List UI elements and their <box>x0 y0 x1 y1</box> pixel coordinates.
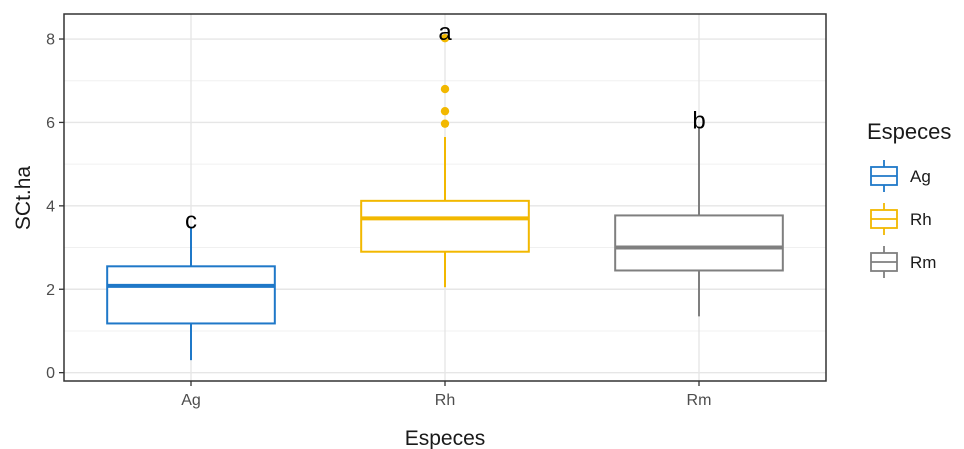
legend: Especes Ag Rh Rm <box>867 119 951 278</box>
significance-letter: c <box>185 208 197 235</box>
outlier-point <box>440 84 450 94</box>
outlier-point <box>440 33 450 43</box>
x-tick-label: Rm <box>687 392 712 409</box>
legend-label: Rm <box>910 253 936 272</box>
y-tick-label: 0 <box>46 365 55 382</box>
y-tick-label: 4 <box>46 198 55 215</box>
y-tick-label: 8 <box>46 32 55 49</box>
legend-key-rm: Rm <box>870 246 936 278</box>
x-tick-label: Rh <box>435 392 455 409</box>
box-rh: a <box>360 19 530 288</box>
axes: 0 2 4 6 8 Ag Rh Rm <box>46 32 711 409</box>
box-body <box>106 265 276 325</box>
box-series: c a b <box>106 19 784 361</box>
box-rm: b <box>614 108 784 317</box>
significance-letter: b <box>692 108 705 135</box>
significance-letter: a <box>438 19 452 46</box>
legend-label: Rh <box>910 210 932 229</box>
box-body <box>360 199 530 253</box>
y-axis-title: SCt.ha <box>12 166 35 231</box>
outlier-point <box>440 119 450 128</box>
x-tick-label: Ag <box>181 392 201 409</box>
legend-title: Especes <box>867 119 951 144</box>
box-ag: c <box>106 208 276 361</box>
legend-key-rh: Rh <box>870 203 932 235</box>
legend-label: Ag <box>910 167 931 186</box>
legend-key-ag: Ag <box>870 160 931 192</box>
y-tick-label: 6 <box>46 115 55 132</box>
outlier-point <box>440 106 450 116</box>
box-body <box>614 214 784 272</box>
y-tick-label: 2 <box>46 282 55 299</box>
x-axis-title: Especes <box>405 427 486 449</box>
